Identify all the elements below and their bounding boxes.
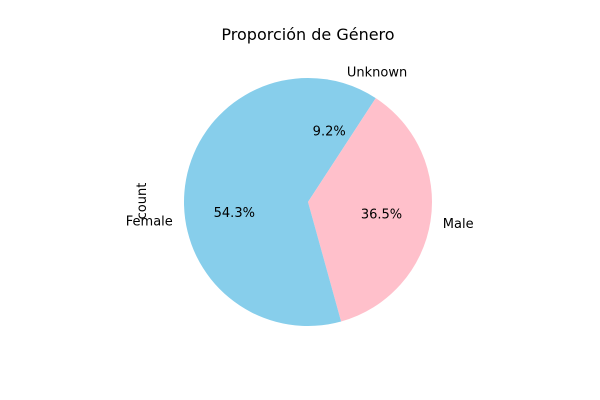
pie-label-female: Female [126, 214, 173, 229]
y-axis-label: count [135, 183, 150, 220]
pie-labels: Unknown 9.2% Male 36.5% Female 54.3% [126, 65, 474, 232]
pie-label-unknown: Unknown [347, 65, 407, 80]
pie-percent-male: 36.5% [361, 207, 402, 222]
pie-label-male: Male [443, 217, 474, 232]
chart-title: Proporción de Género [221, 25, 394, 44]
pie-percent-female: 54.3% [214, 206, 255, 221]
pie-slice-unknown [308, 78, 376, 202]
pie-slice-female [183, 78, 342, 326]
pie-percent-unknown: 9.2% [313, 125, 346, 140]
pie-slices [183, 78, 432, 326]
pie-slice-male [308, 98, 432, 322]
